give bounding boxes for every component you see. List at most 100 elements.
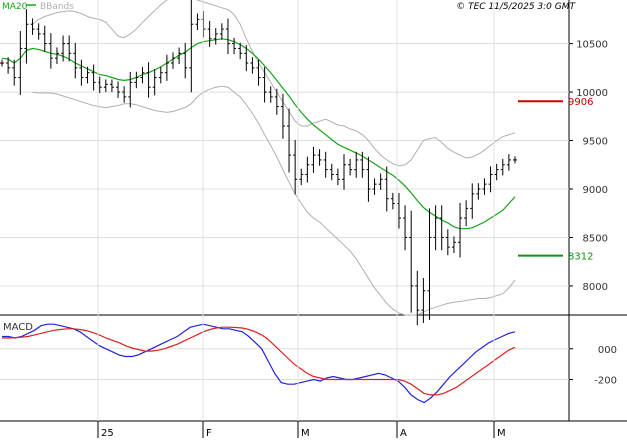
price-bar [268,86,273,103]
price-bar [103,79,108,93]
price-bar [12,59,17,86]
price-bar [73,42,78,79]
price-bar [183,42,188,79]
price-bar [85,66,90,84]
bollinger-bands [32,0,516,316]
price-bar [421,277,426,323]
level-label: 8312 [568,252,593,263]
price-bar [433,205,438,251]
price-bar [232,37,237,55]
price-bar [470,183,475,219]
price-bar [18,31,23,95]
price-bar [384,166,389,212]
price-bar [458,202,463,258]
time-tick-label: F [206,428,212,439]
macd-grid [0,348,569,381]
price-bar [91,64,96,91]
price-bar [262,67,267,103]
price-bar [513,156,517,164]
bbands-lower-line [32,85,516,316]
price-bar [476,183,481,200]
main-grid [0,43,569,287]
price-bar [54,47,59,64]
price-bar [354,151,359,178]
price-bar [372,178,377,195]
macd-line [2,323,516,404]
price-tick-label: 8000 [583,282,608,293]
price-bar [348,158,353,176]
price-bar [396,193,401,229]
price-bar [201,11,206,38]
main-panel: 9906 8312 8000 8500 9000 9500 10000 10500 [0,0,627,326]
price-bar [134,71,139,89]
price-bar [293,139,298,195]
price-bar [299,168,304,186]
macd-tick-label: -200 [594,376,617,387]
legend-bbands-label: BBands [40,2,74,12]
price-bar [42,25,47,52]
price-tick-label: 9500 [583,137,608,148]
price-bar [219,23,224,40]
price-bar [256,59,261,86]
macd-tick-label: 000 [598,345,617,356]
price-bar [6,57,11,74]
price-bar [403,205,408,251]
price-bar [451,236,456,253]
time-tick-label: M [497,428,506,439]
price-bar [61,35,66,62]
price-bar [189,0,194,93]
legend: MA20 BBands [2,2,74,12]
price-bar [164,54,169,81]
macd-panel: MACD 000 -200 [0,315,627,422]
time-axis: 25 F M A M [97,0,506,439]
price-bar [409,210,414,313]
time-tick-label: A [400,428,407,439]
price-bar [342,154,346,190]
price-bar [109,79,114,93]
price-bar [128,71,133,108]
macd-axis: 000 -200 [569,345,617,387]
price-bar [0,59,4,67]
levels: 9906 8312 [518,97,593,263]
time-tick-label: 25 [101,428,114,439]
price-bar [48,33,53,69]
price-bar [274,88,279,115]
price-bar [171,52,175,69]
price-bar [329,163,334,181]
bbands-upper-line [32,0,516,167]
price-bar [225,18,230,55]
price-bar [415,270,420,326]
price-bar [116,81,121,98]
price-bar [445,229,450,256]
price-bar [506,154,511,171]
price-tick-label: 8500 [583,233,608,244]
price-bar [494,163,499,181]
price-bar [366,156,371,202]
price-bars [0,0,517,326]
price-bar [79,59,84,86]
price-bar [311,146,316,173]
price-bar [195,13,200,31]
price-bar [488,166,493,193]
price-bar [464,200,469,227]
price-bar [390,192,395,210]
price-bar [427,208,432,320]
price-bar [158,66,163,84]
level-label: 9906 [568,97,593,108]
price-bar [177,47,182,64]
price-bar [482,178,487,195]
price-bar [250,57,255,74]
price-bar [67,35,72,62]
credit-text: © TEC 11/5/2025 3:0 GMT [456,2,576,12]
price-bar [439,205,444,251]
price-bar [238,42,243,60]
price-tick-label: 9000 [583,185,608,196]
price-tick-label: 10000 [576,88,608,99]
price-bar [146,62,151,98]
price-bar [378,173,383,190]
price-bar [244,45,249,72]
signal-line [2,326,516,396]
macd-title: MACD [3,322,33,333]
price-bar [280,93,285,139]
